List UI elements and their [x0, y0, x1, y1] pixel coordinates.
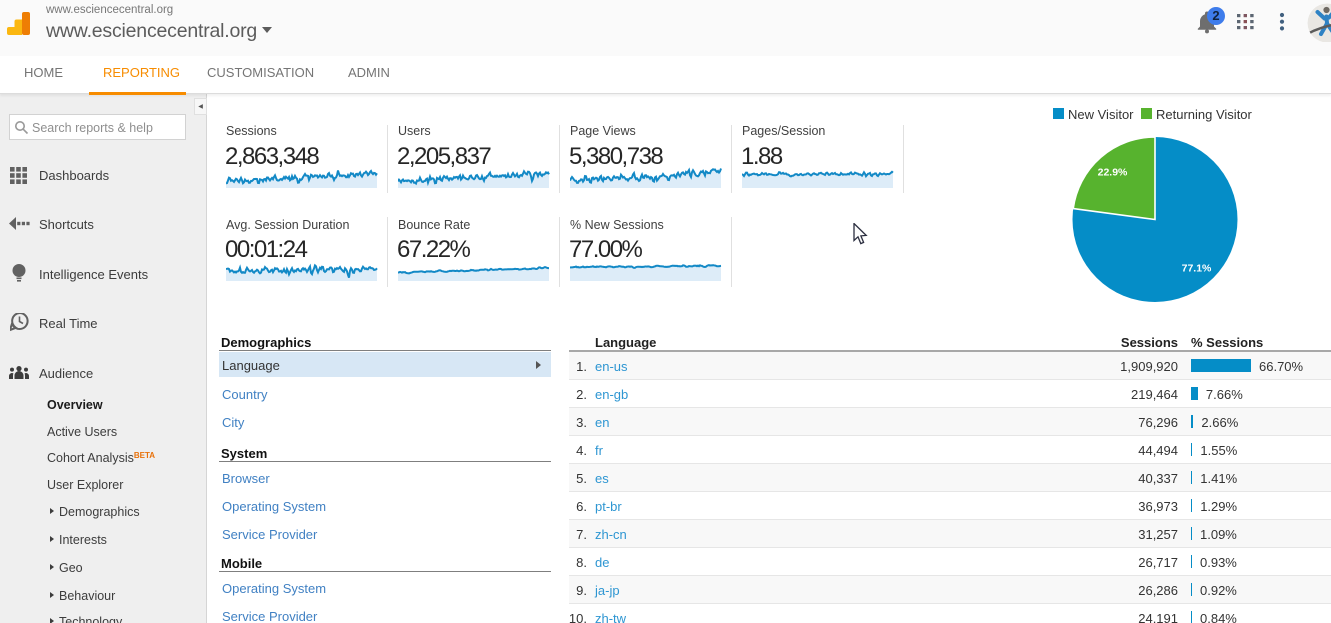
svg-text:22.9%: 22.9%	[1098, 167, 1128, 179]
svg-text:77.1%: 77.1%	[1182, 263, 1212, 275]
